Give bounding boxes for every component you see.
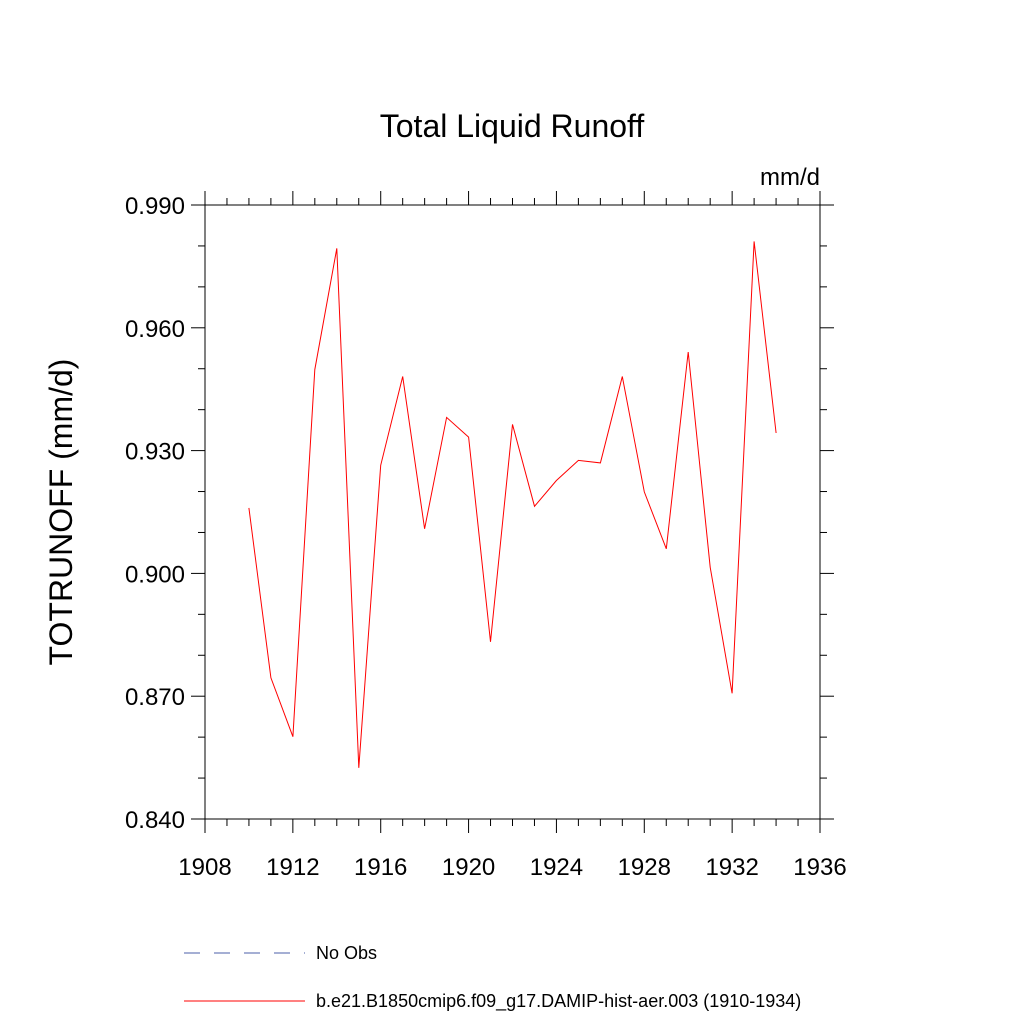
legend-label-0: No Obs — [316, 943, 377, 963]
y-tick-label: 0.840 — [125, 807, 185, 834]
legend-label-1: b.e21.B1850cmip6.f09_g17.DAMIP-hist-aer.… — [316, 991, 801, 1012]
y-tick-label: 0.960 — [125, 316, 185, 343]
x-tick-label: 1916 — [354, 854, 407, 881]
y-tick-label: 0.900 — [125, 561, 185, 588]
series-layer — [248, 241, 777, 768]
x-tick-label: 1932 — [705, 854, 758, 881]
x-tick-label: 1928 — [618, 854, 671, 881]
x-tick-label: 1924 — [530, 854, 583, 881]
legend: No Obs b.e21.B1850cmip6.f09_g17.DAMIP-his… — [184, 943, 801, 1012]
plot-frame — [204, 204, 821, 820]
x-tick-label: 1912 — [266, 854, 319, 881]
x-tick-label: 1908 — [178, 854, 231, 881]
x-tick-label: 1936 — [793, 854, 846, 881]
y-axis-label: TOTRUNOFF (mm/d) — [43, 359, 79, 666]
x-tick-label: 1920 — [442, 854, 495, 881]
series-line-0 — [248, 241, 777, 768]
y-tick-label: 0.870 — [125, 684, 185, 711]
units-label: mm/d — [760, 164, 820, 191]
chart-title: Total Liquid Runoff — [380, 108, 645, 144]
y-tick-label: 0.990 — [125, 193, 185, 220]
axis-ticks: 1908 1912 1916 1920 1924 1928 1932 1936 0.840 0.8… — [125, 191, 847, 881]
y-tick-label: 0.930 — [125, 439, 185, 466]
